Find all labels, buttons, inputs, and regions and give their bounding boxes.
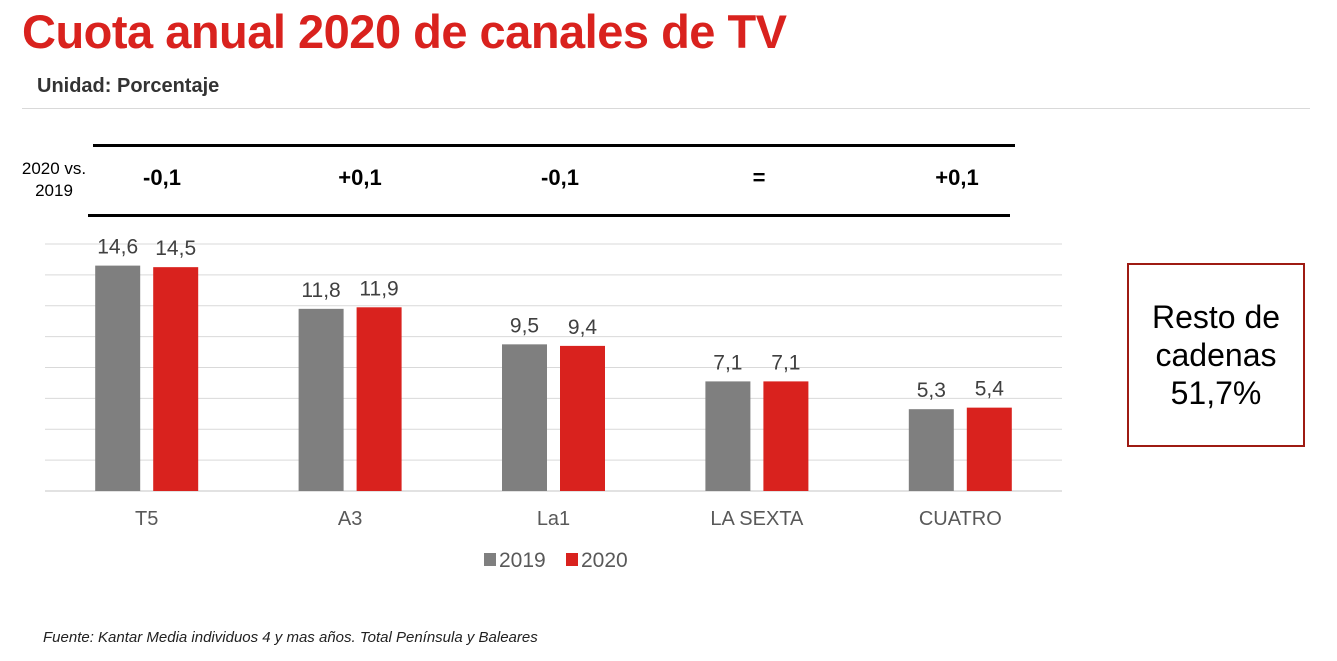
bars (95, 265, 1012, 491)
comparison-bottom-rule (88, 214, 1010, 217)
bar-2020-cuatro (966, 407, 1012, 491)
x-tick-label: T5 (135, 508, 158, 530)
bar-2020-t5 (153, 267, 199, 491)
bar-2019-la-sexta (705, 381, 751, 491)
bar-2020-la-sexta (763, 381, 809, 491)
header-divider (22, 108, 1310, 109)
comparison-label: 2020 vs. 2019 (14, 158, 94, 202)
resto-cadenas-box: Resto de cadenas 51,7% (1127, 263, 1305, 447)
legend-label-2019: 2019 (499, 549, 546, 572)
comparison-label-line1: 2020 vs. (21, 159, 87, 178)
data-label: 14,5 (155, 237, 196, 260)
comparison-top-rule (93, 144, 1015, 147)
bar-2019-cuatro (908, 409, 954, 491)
legend: 2019 2020 (484, 549, 628, 572)
resto-line2: cadenas (1155, 337, 1277, 373)
comparison-value-cuatro: +0,1 (935, 165, 979, 190)
resto-line1: Resto de (1151, 299, 1281, 335)
x-tick-label: La1 (537, 508, 570, 530)
data-label: 9,4 (568, 316, 598, 339)
bar-2019-a3 (298, 308, 344, 491)
comparison-value-lasexta: = (752, 165, 766, 190)
data-label: 9,5 (510, 314, 539, 337)
bar-2020-a3 (356, 307, 402, 491)
x-tick-label: A3 (338, 508, 362, 530)
comparison-value-a3: +0,1 (338, 165, 382, 190)
page-title: Cuota anual 2020 de canales de TV (22, 5, 787, 58)
x-axis-labels: T5 A3 La1 LA SEXTA CUATRO (135, 508, 1002, 530)
legend-swatch-2020 (566, 553, 578, 566)
comparison-value-la1: -0,1 (541, 165, 579, 190)
legend-label-2020: 2020 (581, 549, 628, 572)
comparison-label-line2: 2019 (35, 181, 73, 200)
bar-2020-la1 (560, 345, 605, 491)
unit-subtitle: Unidad: Porcentaje (37, 75, 220, 97)
gridlines (45, 243, 1062, 492)
legend-swatch-2019 (484, 553, 496, 566)
source-footnote: Fuente: Kantar Media individuos 4 y mas … (43, 629, 538, 646)
bar-2019-la1 (502, 344, 547, 491)
x-tick-label: CUATRO (919, 508, 1002, 530)
bar-2019-t5 (95, 265, 141, 491)
comparison-value-t5: -0,1 (143, 165, 181, 190)
data-label: 7,1 (713, 351, 742, 374)
data-label: 5,4 (975, 378, 1005, 401)
data-label: 14,6 (97, 236, 138, 259)
data-label: 11,8 (301, 279, 340, 302)
data-label: 5,3 (917, 379, 946, 402)
data-label: 11,9 (359, 277, 398, 300)
x-tick-label: LA SEXTA (710, 508, 804, 530)
data-label: 7,1 (771, 351, 800, 374)
resto-share: 51,7% (1170, 375, 1262, 411)
data-labels: 14,6 14,5 11,8 11,9 9,5 9,4 7,1 7,1 5,3 5,4 (97, 236, 1004, 403)
